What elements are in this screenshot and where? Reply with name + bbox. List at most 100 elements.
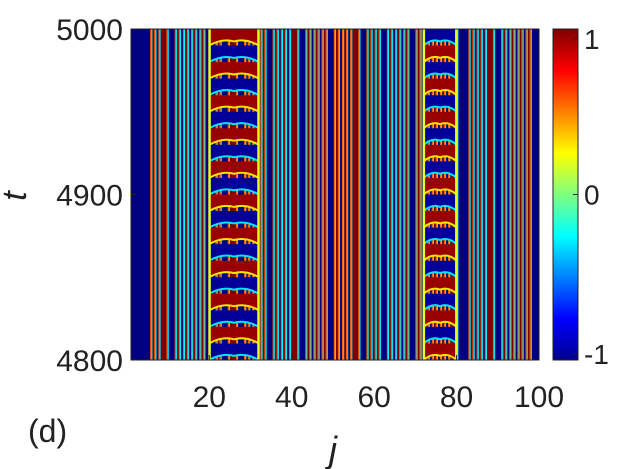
heatmap-transition (317, 29, 319, 360)
breather-edge (208, 171, 260, 179)
breather-edge (422, 320, 458, 328)
heatmap-transition (310, 29, 312, 360)
heatmap-transition (529, 29, 531, 360)
heatmap-column (518, 29, 524, 360)
breather-rim (422, 29, 426, 360)
heatmap-transition (273, 29, 275, 360)
heatmap-transition (517, 29, 519, 360)
breather-edge (422, 155, 458, 163)
breather-edge (208, 105, 260, 113)
heatmap-transition (178, 29, 180, 360)
breather-lobe (423, 260, 457, 278)
breather-edge (422, 353, 458, 360)
heatmap-transition (155, 29, 157, 360)
heatmap-transition (326, 29, 328, 360)
heatmap-column (347, 29, 352, 360)
heatmap-transition (408, 29, 410, 360)
heatmap-transition (505, 29, 507, 360)
x-tick-label: 40 (275, 381, 308, 414)
heatmap-column (265, 29, 271, 360)
heatmap-transition (322, 29, 324, 360)
heatmap-transition (484, 29, 486, 360)
heatmap-column (192, 29, 197, 360)
heatmap-transition (350, 29, 352, 360)
breather-edge (208, 304, 260, 312)
heatmap-transition (476, 29, 478, 360)
breather-lobe (423, 128, 457, 145)
heatmap-column (179, 29, 185, 360)
heatmap-column (286, 29, 291, 360)
breather-lobe (209, 260, 259, 278)
breather-lobe (209, 326, 259, 344)
heatmap-transition (191, 29, 193, 360)
plot-area (131, 29, 539, 376)
breather-lobe (423, 29, 457, 46)
heatmap-transition (404, 29, 406, 360)
heatmap-column (490, 29, 495, 360)
heatmap-transition (276, 29, 278, 360)
breather-edge (422, 55, 458, 63)
heatmap-column (473, 29, 479, 360)
heatmap-transition (179, 29, 181, 360)
breather-rim (208, 29, 211, 360)
heatmap-transition (204, 29, 206, 360)
heatmap-transition (419, 29, 421, 360)
heatmap-column (163, 29, 169, 360)
heatmap-column (171, 29, 177, 360)
heatmap-column (302, 29, 308, 360)
heatmap-column (159, 29, 165, 360)
heatmap-column (155, 29, 161, 360)
heatmap-transition (379, 29, 381, 360)
heatmap-column (298, 29, 303, 360)
heatmap-transition (403, 29, 405, 360)
breather-lobe (209, 29, 259, 46)
heatmap-transition (343, 29, 345, 360)
colorbar-tick-label: 1 (584, 24, 600, 55)
y-axis: 4800 4900 5000 (56, 14, 136, 378)
heatmap-transition (151, 29, 153, 360)
breather-edge (208, 188, 260, 196)
heatmap-column (196, 29, 201, 360)
heatmap-transition (457, 29, 459, 360)
breather-edge (208, 320, 260, 328)
breather-lobe (423, 310, 457, 327)
heatmap-transition (325, 29, 327, 360)
breather-edge (208, 155, 260, 163)
heatmap-transition (188, 29, 190, 360)
breather-edge (422, 39, 458, 47)
x-axis-label: j (324, 429, 338, 469)
heatmap-column (502, 29, 507, 360)
heatmap-column (277, 29, 283, 360)
breather-lobe (209, 161, 259, 178)
heatmap-transition (347, 29, 349, 360)
heatmap-transition (374, 29, 376, 360)
heatmap-transition (337, 29, 340, 360)
heatmap-transition (375, 29, 377, 360)
heatmap-transition (159, 29, 161, 360)
heatmap-column (457, 29, 463, 360)
heatmap-column (526, 29, 532, 360)
breather-rim (257, 29, 260, 360)
breather-lobe (423, 194, 457, 212)
heatmap-transition (286, 29, 288, 360)
breather-edge (208, 138, 260, 146)
heatmap-transition (298, 29, 300, 360)
breather-lobe (209, 144, 259, 162)
heatmap-transition (341, 29, 344, 360)
heatmap-column (322, 29, 328, 360)
heatmap-transition (477, 29, 479, 360)
breather-edge (208, 55, 260, 63)
breather-edge (422, 254, 458, 262)
heatmap-transition (309, 29, 311, 360)
heatmap-column (139, 29, 144, 360)
heatmap-transition (192, 29, 194, 360)
heatmap-column (355, 29, 361, 360)
heatmap-transition (184, 29, 186, 360)
heatmap-transition (175, 29, 177, 360)
heatmap-transition (472, 29, 474, 360)
heatmap-transition (351, 29, 353, 360)
heatmap-transition (335, 29, 336, 360)
breather-edge (209, 371, 258, 376)
heatmap-column (188, 29, 193, 360)
heatmap-column (469, 29, 475, 360)
